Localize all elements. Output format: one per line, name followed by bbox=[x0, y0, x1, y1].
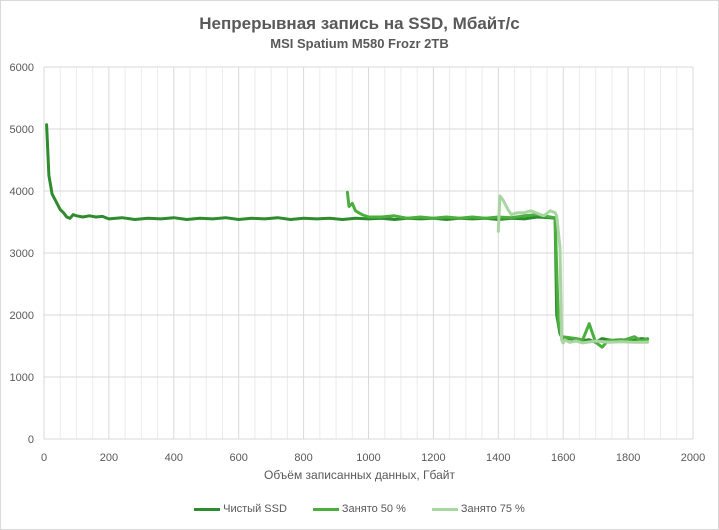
svg-text:2000: 2000 bbox=[10, 310, 34, 322]
svg-text:5000: 5000 bbox=[10, 124, 34, 136]
svg-text:200: 200 bbox=[100, 452, 118, 464]
legend-label: Занято 50 % bbox=[341, 503, 406, 515]
svg-text:0: 0 bbox=[41, 452, 47, 464]
legend: Чистый SSD Занято 50 % Занято 75 % bbox=[0, 503, 719, 515]
svg-text:800: 800 bbox=[294, 452, 312, 464]
svg-text:1600: 1600 bbox=[551, 452, 575, 464]
svg-text:400: 400 bbox=[165, 452, 183, 464]
svg-text:1000: 1000 bbox=[356, 452, 380, 464]
legend-swatch-icon bbox=[312, 507, 339, 511]
svg-text:6000: 6000 bbox=[10, 62, 34, 74]
chart-subtitle: MSI Spatium M580 Frozr 2TB bbox=[270, 36, 449, 51]
svg-text:1400: 1400 bbox=[486, 452, 510, 464]
svg-text:600: 600 bbox=[230, 452, 248, 464]
svg-text:4000: 4000 bbox=[10, 186, 34, 198]
legend-swatch-icon bbox=[431, 507, 458, 511]
legend-swatch-icon bbox=[194, 507, 221, 511]
legend-item-50-percent[interactable]: Занято 50 % bbox=[312, 503, 406, 515]
chart-title: Непрерывная запись на SSD, Мбайт/с bbox=[199, 14, 520, 33]
legend-item-75-percent[interactable]: Занято 75 % bbox=[431, 503, 525, 515]
svg-text:1800: 1800 bbox=[616, 452, 640, 464]
x-axis-label: Объём записанных данных, Гбайт bbox=[263, 468, 456, 482]
svg-text:0: 0 bbox=[28, 434, 34, 446]
legend-label: Занято 75 % bbox=[460, 503, 525, 515]
svg-text:1000: 1000 bbox=[10, 372, 34, 384]
legend-label: Чистый SSD bbox=[223, 503, 287, 515]
legend-item-clean-ssd[interactable]: Чистый SSD bbox=[194, 503, 287, 515]
svg-text:1200: 1200 bbox=[421, 452, 445, 464]
svg-text:3000: 3000 bbox=[10, 248, 34, 260]
svg-text:2000: 2000 bbox=[681, 452, 705, 464]
